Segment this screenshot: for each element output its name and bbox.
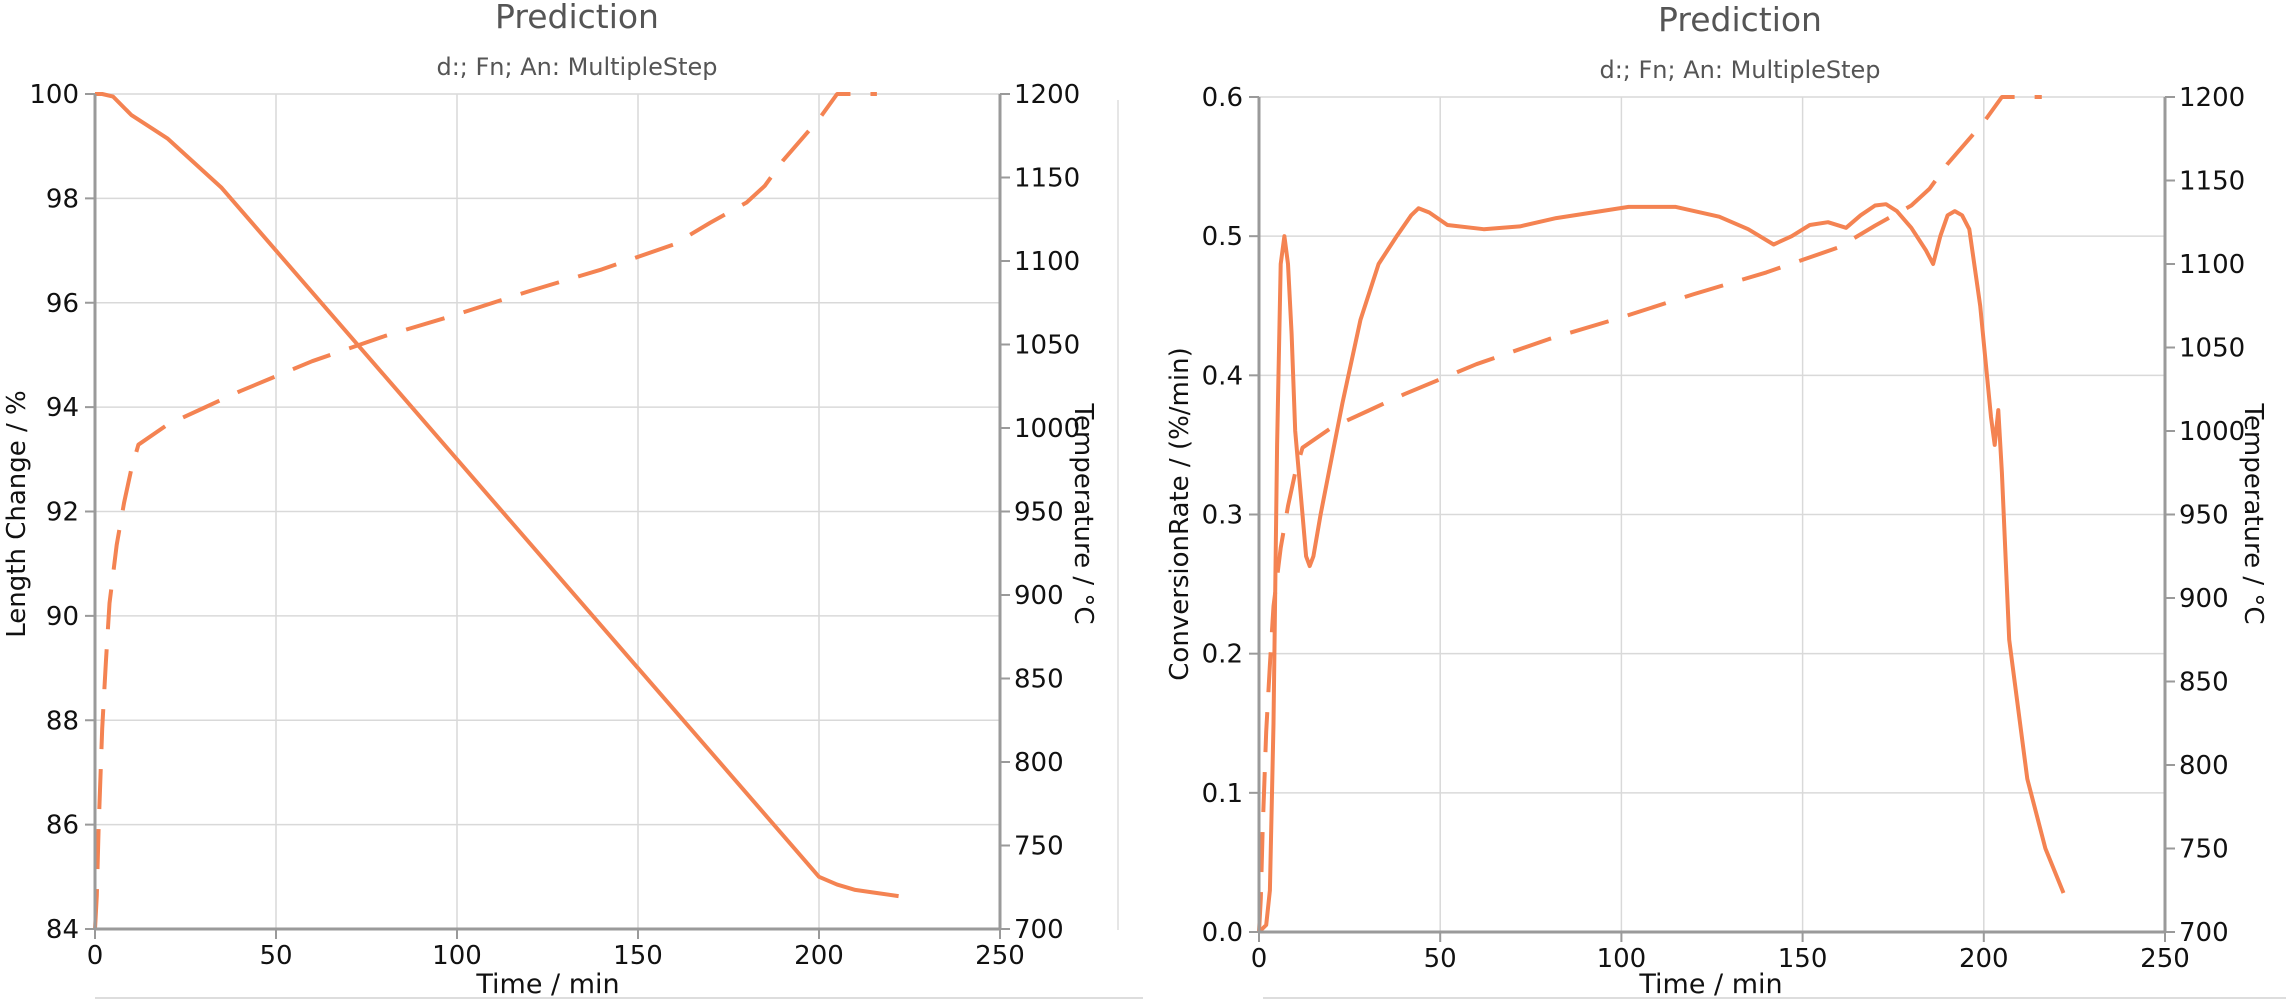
chart-panel-length-change: 0 50 100 150 200 250 84 86 88 90 92 94 96 98 100 700 750…	[0, 0, 1143, 1000]
y2-tick-label: 1100	[2179, 250, 2245, 280]
y2-tick-label: 900	[2179, 584, 2229, 614]
temperature-series-line	[1257, 95, 2042, 933]
y-axis-label: ConversionRate / (%/min)	[1165, 347, 1195, 680]
y-tick-label: 96	[46, 289, 79, 319]
chart-title: Prediction	[1658, 0, 1822, 39]
y2-tick-label: 800	[2179, 751, 2229, 781]
y2-tick-label: 950	[2179, 501, 2229, 531]
y2-tick-label: 1100	[1014, 247, 1080, 277]
x-tick-label: 50	[259, 941, 292, 971]
y2-tick-label: 700	[2179, 918, 2229, 948]
x-tick-label: 250	[975, 941, 1025, 971]
y2-tick-label: 1000	[1014, 414, 1080, 444]
y2-tick-label: 1000	[2179, 417, 2245, 447]
y-tick-label: 0.2	[1202, 640, 1243, 670]
y2-tick-label: 750	[1014, 832, 1064, 862]
x-tick-label: 100	[432, 941, 482, 971]
chart-subtitle: d:; Fn; An: MultipleStep	[1599, 56, 1880, 84]
y2-tick-label: 1150	[1014, 164, 1080, 194]
x-tick-label: 150	[613, 941, 663, 971]
y2-tick-label: 1200	[1014, 80, 1080, 110]
y-tick-label: 94	[46, 393, 79, 423]
y2-tick-label: 950	[1014, 498, 1064, 528]
y-tick-label: 98	[46, 184, 79, 214]
y2-tick-label: 750	[2179, 835, 2229, 865]
y2-tick-label: 800	[1014, 748, 1064, 778]
x-axis-label: Time / min	[1638, 969, 1782, 1000]
y-tick-label: 0.3	[1202, 501, 1243, 531]
y2-tick-label: 1050	[1014, 331, 1080, 361]
x-tick-label: 100	[1597, 944, 1647, 974]
x-axis-label: Time / min	[475, 969, 619, 1000]
chart-svg-conversion-rate: 0 50 100 150 200 250 0.0 0.1 0.2 0.3 0.4 0.5 0.6 700 7…	[1165, 0, 2286, 1000]
y-tick-label: 90	[46, 602, 79, 632]
y-tick-label: 0.4	[1202, 361, 1243, 391]
chart-svg-length-change: 0 50 100 150 200 250 84 86 88 90 92 94 96 98 100 700 750…	[2, 0, 1143, 1000]
temperature-series-line	[93, 92, 877, 930]
x-tick-label: 250	[2140, 944, 2190, 974]
y2-tick-label: 850	[2179, 668, 2229, 698]
y-tick-label: 0.5	[1202, 222, 1243, 252]
x-tick-label: 0	[87, 941, 104, 971]
y-tick-label: 86	[46, 811, 79, 841]
y2-axis-label: Temperature / °C	[2238, 402, 2268, 624]
chart-title: Prediction	[495, 0, 659, 36]
y-tick-label: 92	[46, 498, 79, 528]
y2-tick-label: 700	[1014, 915, 1064, 945]
x-tick-label: 200	[1959, 944, 2009, 974]
y-tick-label: 0.1	[1202, 779, 1243, 809]
y2-tick-label: 1200	[2179, 83, 2245, 113]
y-tick-label: 0.6	[1202, 83, 1243, 113]
y-tick-label: 0.0	[1202, 918, 1243, 948]
x-tick-label: 150	[1778, 944, 1828, 974]
primary-series-line	[1257, 202, 2066, 934]
y-tick-label: 84	[46, 915, 79, 945]
y2-tick-label: 900	[1014, 581, 1064, 611]
y2-tick-label: 850	[1014, 665, 1064, 695]
x-tick-label: 200	[794, 941, 844, 971]
x-tick-label: 0	[1251, 944, 1268, 974]
y-tick-label: 88	[46, 706, 79, 736]
y2-tick-label: 1150	[2179, 167, 2245, 197]
y-tick-label: 100	[29, 80, 79, 110]
primary-series-line	[95, 92, 899, 899]
chart-panel-conversion-rate: 0 50 100 150 200 250 0.0 0.1 0.2 0.3 0.4 0.5 0.6 700 7…	[1143, 0, 2286, 1000]
chart-subtitle: d:; Fn; An: MultipleStep	[436, 53, 717, 81]
y2-axis-label: Temperature / °C	[1068, 402, 1098, 624]
x-tick-label: 50	[1424, 944, 1457, 974]
y2-tick-label: 1050	[2179, 334, 2245, 364]
y-axis-label: Length Change / %	[2, 390, 32, 637]
